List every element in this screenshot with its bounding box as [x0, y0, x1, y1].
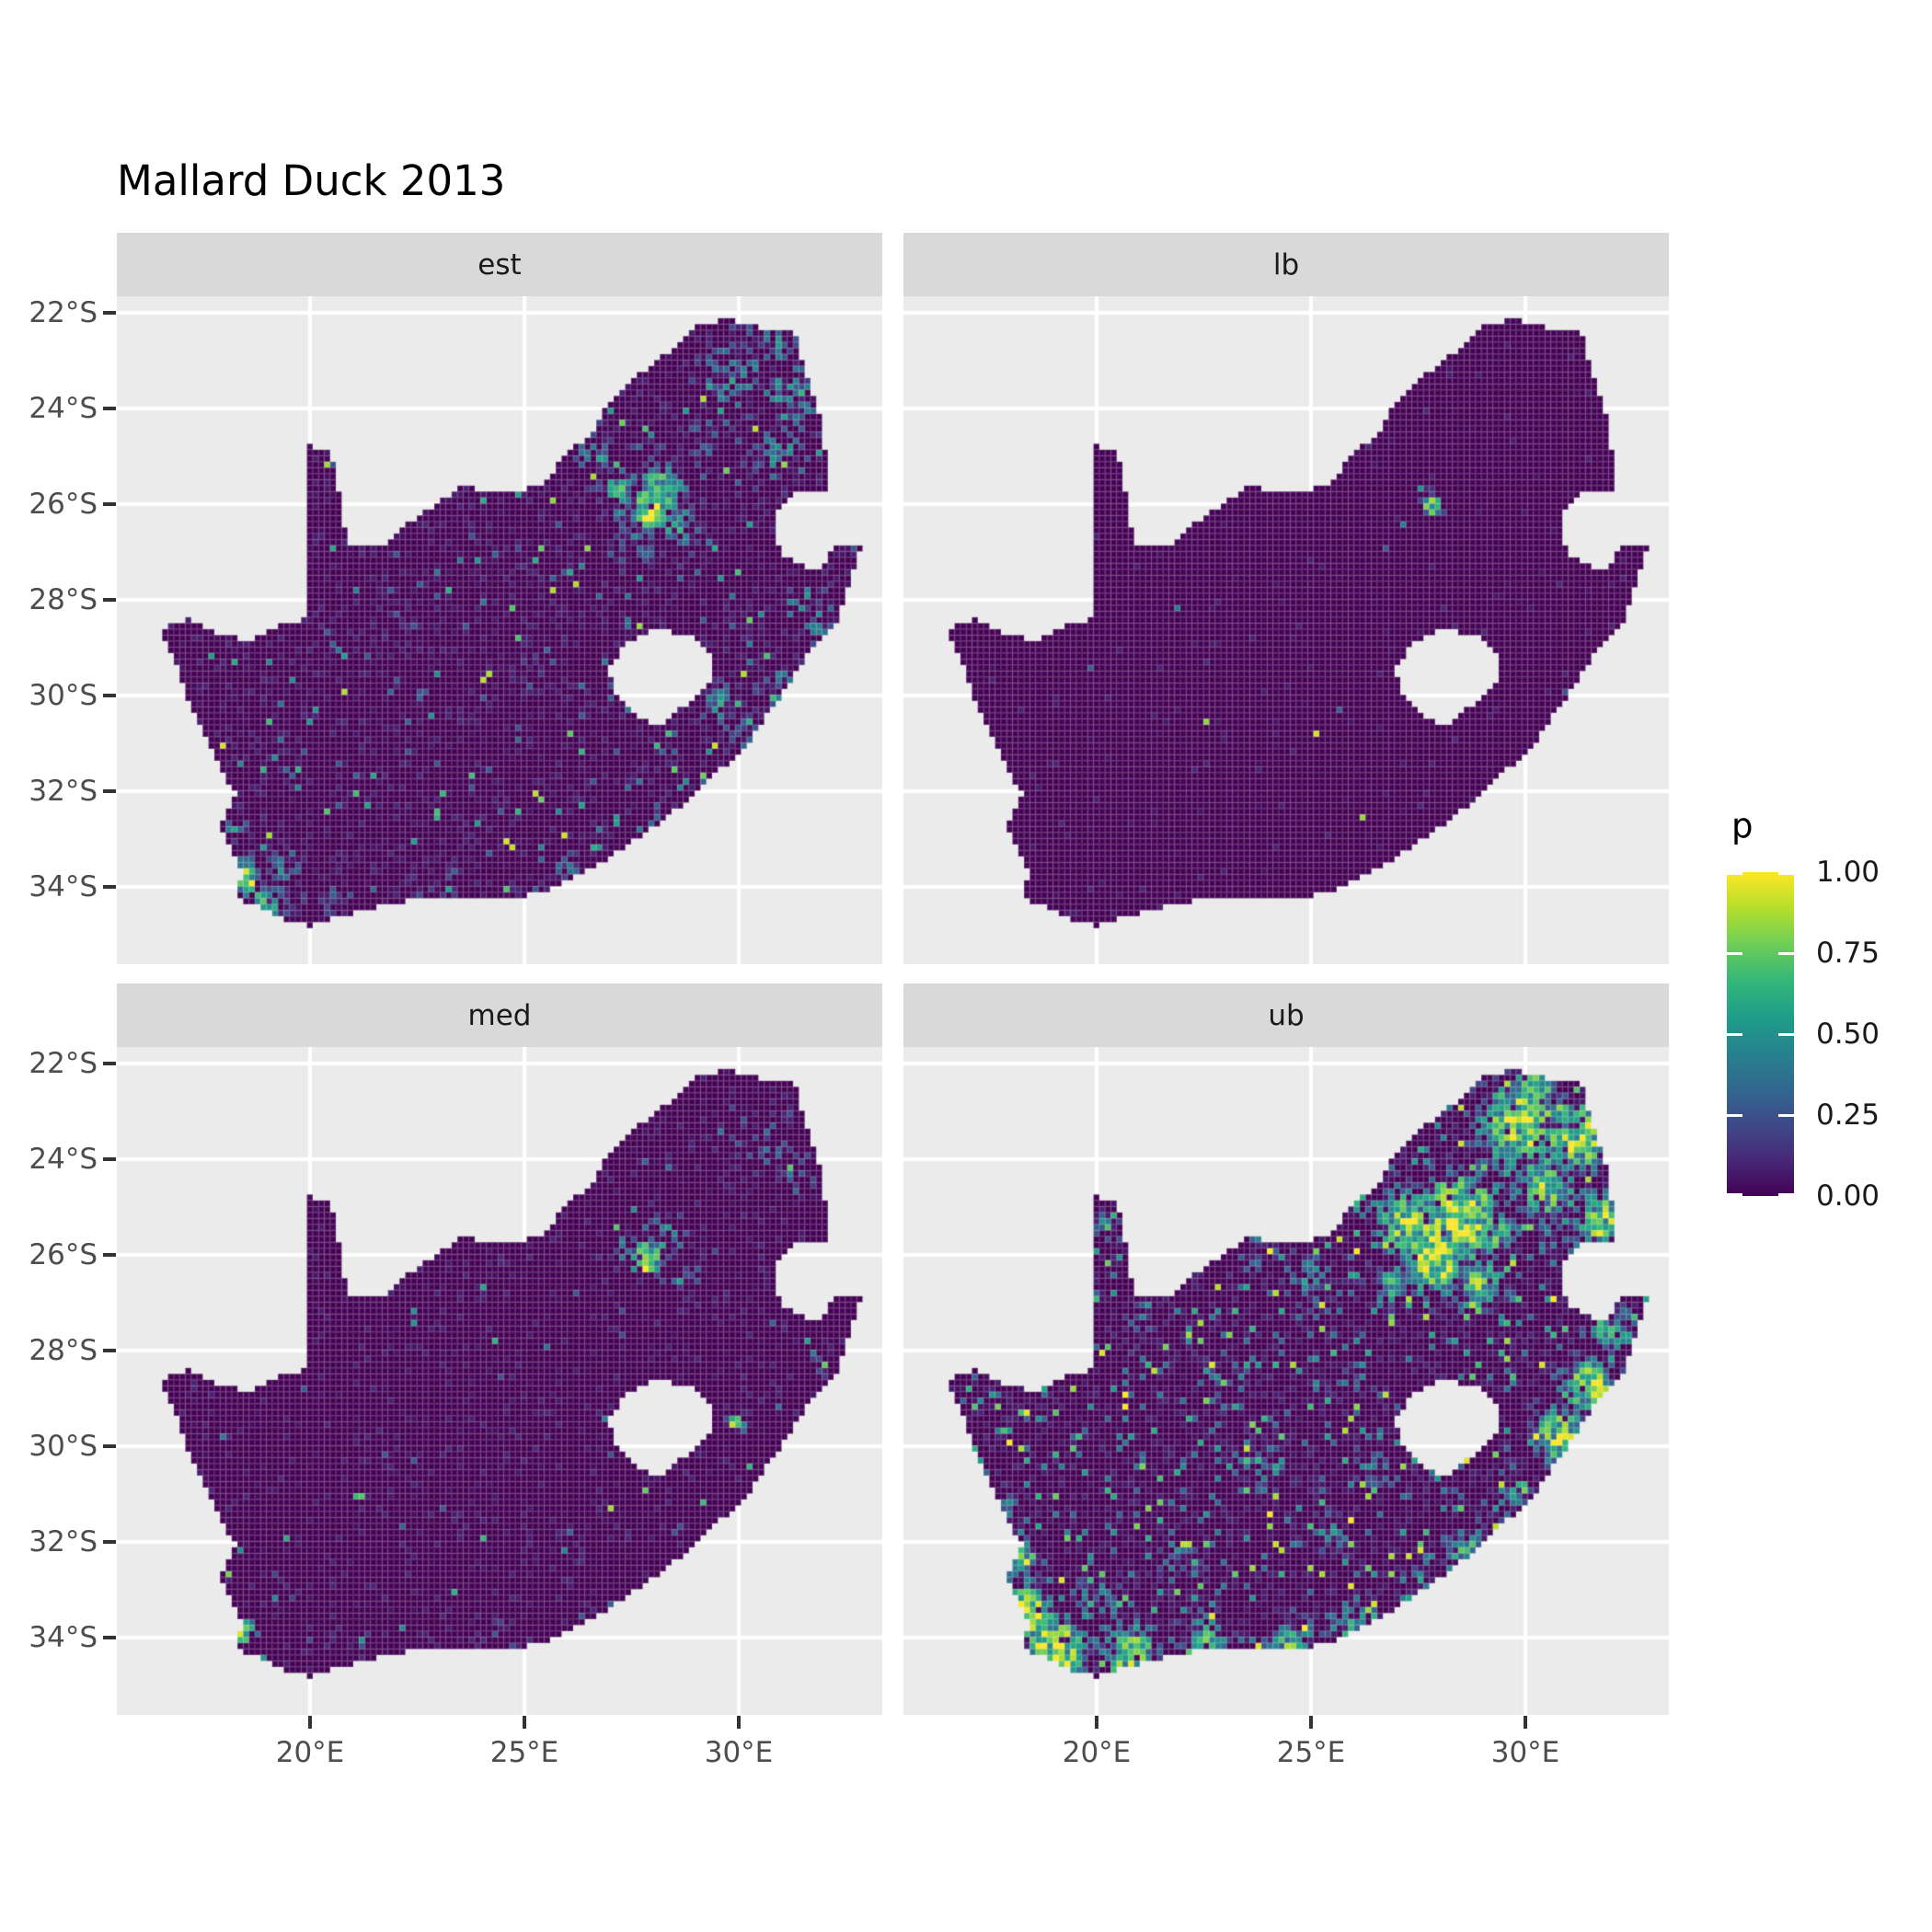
legend-label: 0.50	[1816, 1018, 1880, 1051]
y-axis-tick-row1	[103, 1636, 116, 1639]
legend-tick-mark	[1727, 951, 1742, 955]
y-axis-label-row0: 30°S	[29, 679, 98, 712]
legend-tick-mark	[1727, 1113, 1742, 1117]
y-axis-label-row1: 22°S	[29, 1047, 98, 1080]
legend-tick-mark	[1727, 872, 1742, 875]
facet-strip-label-lb: lb	[1272, 247, 1300, 282]
y-axis-tick-row0	[103, 311, 116, 315]
x-axis-tick-col1	[1524, 1716, 1527, 1729]
legend-tick-mark	[1778, 951, 1794, 955]
x-axis-label-col0: 20°E	[275, 1736, 345, 1769]
x-axis-tick-col1	[1309, 1716, 1313, 1729]
facet-panel-med	[117, 1047, 882, 1715]
x-axis-label-col0: 25°E	[489, 1736, 559, 1769]
y-axis-label-row1: 30°S	[29, 1430, 98, 1463]
x-axis-label-col1: 20°E	[1062, 1736, 1132, 1769]
y-axis-tick-row1	[103, 1253, 116, 1257]
x-axis-label-col1: 25°E	[1276, 1736, 1346, 1769]
legend-title: p	[1731, 806, 1754, 845]
y-axis-label-row0: 26°S	[29, 488, 98, 521]
x-axis-tick-col0	[523, 1716, 526, 1729]
facet-strip-ub: ub	[903, 983, 1669, 1047]
y-axis-label-row0: 22°S	[29, 296, 98, 329]
legend-tick-mark	[1727, 1032, 1742, 1036]
legend-tick-mark	[1778, 1032, 1794, 1036]
y-axis-label-row1: 26°S	[29, 1238, 98, 1271]
x-axis-label-col1: 30°E	[1490, 1736, 1560, 1769]
x-axis-label-col0: 30°E	[704, 1736, 774, 1769]
plot-title: Mallard Duck 2013	[117, 156, 506, 205]
y-axis-label-row1: 34°S	[29, 1621, 98, 1654]
x-axis-tick-col0	[737, 1716, 741, 1729]
facet-strip-est: est	[117, 233, 882, 296]
legend-tick-mark	[1778, 1193, 1794, 1196]
legend-label: 0.00	[1816, 1179, 1880, 1213]
facet-strip-label-ub: ub	[1268, 998, 1305, 1032]
x-axis-tick-col1	[1095, 1716, 1098, 1729]
legend-tick-mark	[1778, 1113, 1794, 1117]
y-axis-tick-row0	[103, 502, 116, 506]
facet-panel-ub	[903, 1047, 1669, 1715]
facet-map-est	[117, 296, 882, 964]
y-axis-tick-row1	[103, 1444, 116, 1448]
y-axis-label-row0: 32°S	[29, 775, 98, 808]
y-axis-tick-row0	[103, 694, 116, 697]
legend-label: 1.00	[1816, 856, 1880, 889]
y-axis-label-row1: 24°S	[29, 1143, 98, 1176]
y-axis-tick-row1	[103, 1062, 116, 1065]
y-axis-tick-row0	[103, 885, 116, 889]
y-axis-tick-row1	[103, 1349, 116, 1352]
y-axis-label-row0: 28°S	[29, 583, 98, 616]
x-axis-tick-col0	[308, 1716, 312, 1729]
y-axis-label-row0: 34°S	[29, 870, 98, 903]
facet-strip-label-est: est	[477, 247, 522, 282]
y-axis-tick-row1	[103, 1157, 116, 1161]
y-axis-tick-row0	[103, 598, 116, 602]
facet-strip-label-med: med	[467, 998, 532, 1032]
legend-tick-mark	[1778, 872, 1794, 875]
y-axis-label-row0: 24°S	[29, 392, 98, 425]
y-axis-tick-row1	[103, 1540, 116, 1544]
facet-panel-est	[117, 296, 882, 964]
legend-label: 0.75	[1816, 937, 1880, 970]
facet-panel-lb	[903, 296, 1669, 964]
facet-map-ub	[903, 1047, 1669, 1715]
y-axis-label-row1: 28°S	[29, 1334, 98, 1367]
legend-tick-mark	[1727, 1193, 1742, 1196]
facet-strip-med: med	[117, 983, 882, 1047]
facet-map-med	[117, 1047, 882, 1715]
legend-label: 0.25	[1816, 1098, 1880, 1132]
facet-strip-lb: lb	[903, 233, 1669, 296]
y-axis-label-row1: 32°S	[29, 1525, 98, 1558]
facet-map-lb	[903, 296, 1669, 964]
y-axis-tick-row0	[103, 407, 116, 410]
y-axis-tick-row0	[103, 789, 116, 793]
